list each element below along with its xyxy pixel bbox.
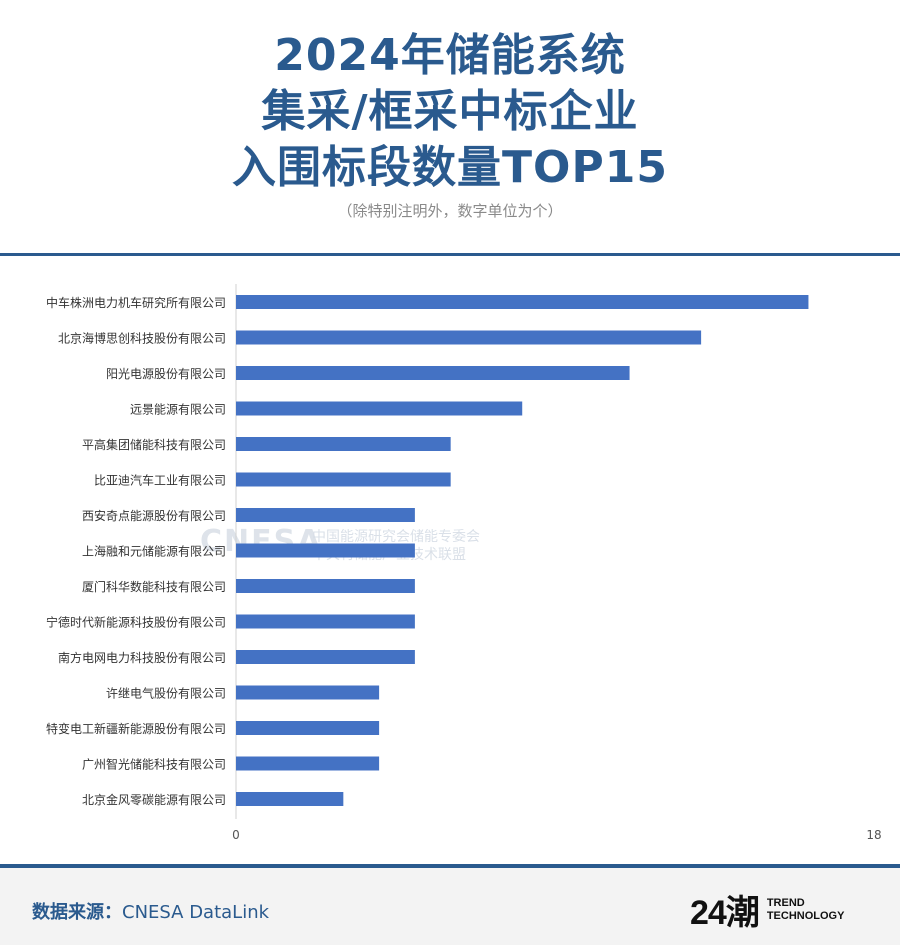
chart-title-line-3: 入围标段数量TOP15 (232, 142, 668, 193)
footer-band (0, 868, 900, 945)
bottom-divider (0, 864, 900, 868)
category-label: 许继电气股份有限公司 (106, 686, 226, 701)
category-label: 北京金风零碳能源有限公司 (82, 792, 226, 807)
trend-technology-logo: 24潮 TREND TECHNOLOGY (690, 885, 844, 934)
watermark-line-1: 中国能源研究会储能专委会 (312, 529, 480, 545)
source-label: 数据来源： (32, 902, 122, 923)
category-label: 平高集团储能科技有限公司 (82, 437, 226, 452)
bar (236, 614, 415, 629)
logo-mark: 24潮 (690, 894, 760, 932)
chart-subtitle: （除特别注明外，数字单位为个） (337, 202, 563, 220)
category-label: 西安奇点能源股份有限公司 (82, 508, 226, 523)
category-label: 比亚迪汽车工业有限公司 (94, 473, 226, 488)
bar (236, 437, 451, 451)
source-value: CNESA DataLink (122, 902, 270, 923)
category-label: 远景能源有限公司 (130, 403, 226, 417)
category-label: 南方电网电力科技股份有限公司 (58, 650, 226, 665)
bar (236, 295, 809, 309)
bar (236, 472, 451, 487)
category-label: 广州智光储能科技有限公司 (82, 757, 226, 772)
data-source: 数据来源：CNESA DataLink (32, 898, 269, 924)
bar (236, 508, 415, 522)
bar (236, 543, 415, 558)
top-divider (0, 253, 900, 256)
bar (236, 792, 344, 806)
bar (236, 579, 415, 593)
category-label: 厦门科华数能科技有限公司 (82, 579, 226, 594)
x-tick-label: 18 (866, 828, 881, 842)
logo-text-line-1: TREND (766, 896, 805, 909)
category-label: 阳光电源股份有限公司 (106, 367, 226, 381)
bar (236, 756, 380, 771)
title-block: 2024年储能系统 集采/框采中标企业 入围标段数量TOP15 （除特别注明外，… (0, 28, 900, 221)
category-label: 宁德时代新能源科技股份有限公司 (46, 615, 226, 630)
bar (236, 650, 415, 664)
bar (236, 721, 380, 735)
logo-text-line-2: TECHNOLOGY (766, 909, 845, 922)
category-label: 上海融和元储能源有限公司 (82, 544, 226, 559)
category-label: 中车株洲电力机车研究所有限公司 (46, 295, 226, 310)
chart-title-line-1: 2024年储能系统 (274, 30, 626, 81)
bar (236, 401, 523, 416)
logo-text: TREND TECHNOLOGY (767, 897, 845, 923)
bar (236, 366, 630, 380)
bar (236, 330, 702, 345)
category-label: 特变电工新疆新能源股份有限公司 (46, 721, 226, 736)
x-tick-label: 0 (232, 828, 240, 842)
bar (236, 685, 380, 700)
bar-chart: 中车株洲电力机车研究所有限公司北京海博思创科技股份有限公司阳光电源股份有限公司远… (46, 284, 882, 842)
chart-title-line-2: 集采/框采中标企业 (261, 86, 639, 137)
category-label: 北京海博思创科技股份有限公司 (58, 331, 226, 346)
